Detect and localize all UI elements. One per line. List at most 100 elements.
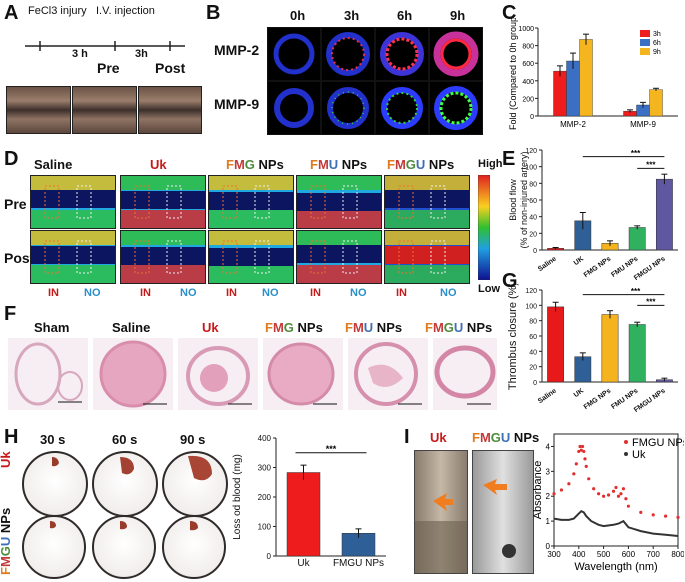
micro-mmp2-3h <box>321 27 375 81</box>
y-tick-label: 0 <box>267 552 272 561</box>
time-0h: 0h <box>290 8 306 23</box>
label-no-5: NO <box>440 287 457 299</box>
series-point-FMGU NPs <box>611 489 616 493</box>
label-no-1: NO <box>84 287 101 299</box>
surgery-photo-pre <box>72 86 137 134</box>
y-tick-label: 20 <box>529 365 537 372</box>
dish-uk-90 <box>162 451 228 517</box>
legend-swatch <box>640 30 650 37</box>
y-tick-label: 400 <box>522 79 534 86</box>
series-point-FMGU NPs <box>577 449 581 454</box>
series-point-FMGU NPs <box>572 472 576 476</box>
chart-mmp-fold: 0 200 400 600 800 1000 MMP-2 MMP-9 3h 6h 9h Fold (C… <box>508 18 678 130</box>
legend-marker <box>624 440 628 444</box>
tube-label-uk: Uk <box>430 430 447 445</box>
series-point-FMGU NPs <box>676 515 680 519</box>
surgery-photo-0 <box>6 86 71 134</box>
event-injury: FeCl3 injury <box>28 5 87 17</box>
histo-saline: Saline <box>112 320 151 335</box>
y-axis-label: Loss od blood (mg) <box>232 454 243 540</box>
bar <box>628 324 646 383</box>
x-tick-label: UK <box>573 388 585 400</box>
y-tick-label: 100 <box>525 303 537 310</box>
series-point-FMGU NPs <box>574 462 578 466</box>
x-tick-label: 700 <box>647 550 661 559</box>
y-tick-label: 0 <box>546 542 551 551</box>
series-point-FMGU NPs <box>582 449 586 454</box>
tube-fmgu <box>472 450 534 574</box>
group-fmg: FMG NPs <box>226 157 284 172</box>
series-point-FMGU NPs <box>602 494 606 498</box>
label-in-4: IN <box>310 287 321 299</box>
y-tick-label: 20 <box>529 231 537 238</box>
bar <box>547 306 565 383</box>
heatmap-post-0 <box>30 230 116 284</box>
y-tick-label: 1 <box>546 517 551 526</box>
series-point-FMGU NPs <box>664 514 668 518</box>
legend-swatch <box>640 39 650 46</box>
x-tick-label: 500 <box>597 550 611 559</box>
x-tick-label: Saline <box>537 255 558 273</box>
chart-blood-loss: 0 100 200 300 400 Uk FMGU NPs Loss od blood (mg… <box>232 434 386 569</box>
y-tick-label: 80 <box>529 319 537 326</box>
panel-label-g: G <box>502 270 518 292</box>
label-in-1: IN <box>48 287 59 299</box>
event-injection: I.V. injection <box>96 5 155 17</box>
h-row-fmgu: FMGU NPs <box>0 507 13 575</box>
dish-fmgu-30 <box>22 515 86 579</box>
x-tick-label: Saline <box>537 387 558 405</box>
x-tick-label: MMP-9 <box>630 120 656 129</box>
plot-frame <box>553 433 679 547</box>
dish-fmgu-60 <box>92 515 156 579</box>
micro-mmp9-0h <box>267 81 321 135</box>
dish-uk-30 <box>22 451 88 517</box>
sig-label: *** <box>631 149 641 158</box>
legend-label: 9h <box>653 49 661 56</box>
series-point-FMGU NPs <box>606 493 611 497</box>
y-tick-label: 0 <box>530 114 534 121</box>
heatmap-pre-2 <box>208 175 294 229</box>
label-no-4: NO <box>350 287 367 299</box>
bar <box>628 227 646 251</box>
bar <box>655 178 673 251</box>
label-in-2: IN <box>140 287 151 299</box>
series-point-FMGU NPs <box>592 487 596 491</box>
legend-label: 3h <box>653 31 661 38</box>
row-mmp2: MMP-2 <box>214 42 260 58</box>
series-point-FMGU NPs <box>552 492 556 496</box>
heatmap-pre-0 <box>30 175 116 229</box>
label-post: Post <box>155 60 186 76</box>
dish-fmgu-90 <box>162 515 226 579</box>
bar-9h <box>649 89 663 117</box>
y-tick-label: 100 <box>525 165 537 172</box>
h-time-30: 30 s <box>40 432 66 447</box>
micro-mmp2-6h <box>375 27 429 81</box>
histo-img-uk <box>178 338 258 410</box>
scale-low: Low <box>478 283 500 295</box>
series-point-FMGU NPs <box>587 477 591 481</box>
y-tick-label: 600 <box>522 61 534 68</box>
legend-label: Uk <box>632 449 646 461</box>
label-in-5: IN <box>396 287 407 299</box>
x-tick-label: FMG NPs <box>583 255 613 279</box>
micro-mmp9-3h <box>321 81 375 135</box>
panel-label-d: D <box>4 148 19 170</box>
heatmap-pre-1 <box>120 175 206 229</box>
panel-label-f: F <box>4 303 17 325</box>
row-pre: Pre <box>4 196 27 212</box>
sig-label: *** <box>646 161 656 170</box>
series-point-FMGU NPs <box>616 494 621 498</box>
bar-9h <box>579 39 593 117</box>
y-tick-label: 4 <box>546 442 551 451</box>
y-tick-label: 40 <box>529 215 537 222</box>
y-axis-label: Thrombus closure (%) <box>507 284 519 390</box>
series-point-FMGU NPs <box>614 485 618 490</box>
series-point-FMGU NPs <box>584 464 588 468</box>
series-point-FMGU NPs <box>619 492 623 496</box>
x-tick-label: MMP-2 <box>560 120 586 129</box>
group-uk: Uk <box>150 157 167 172</box>
series-point-FMGU NPs <box>624 497 628 501</box>
histo-img-fmu <box>348 338 428 410</box>
timeline <box>25 41 185 51</box>
y-tick-label: 0 <box>533 248 537 255</box>
